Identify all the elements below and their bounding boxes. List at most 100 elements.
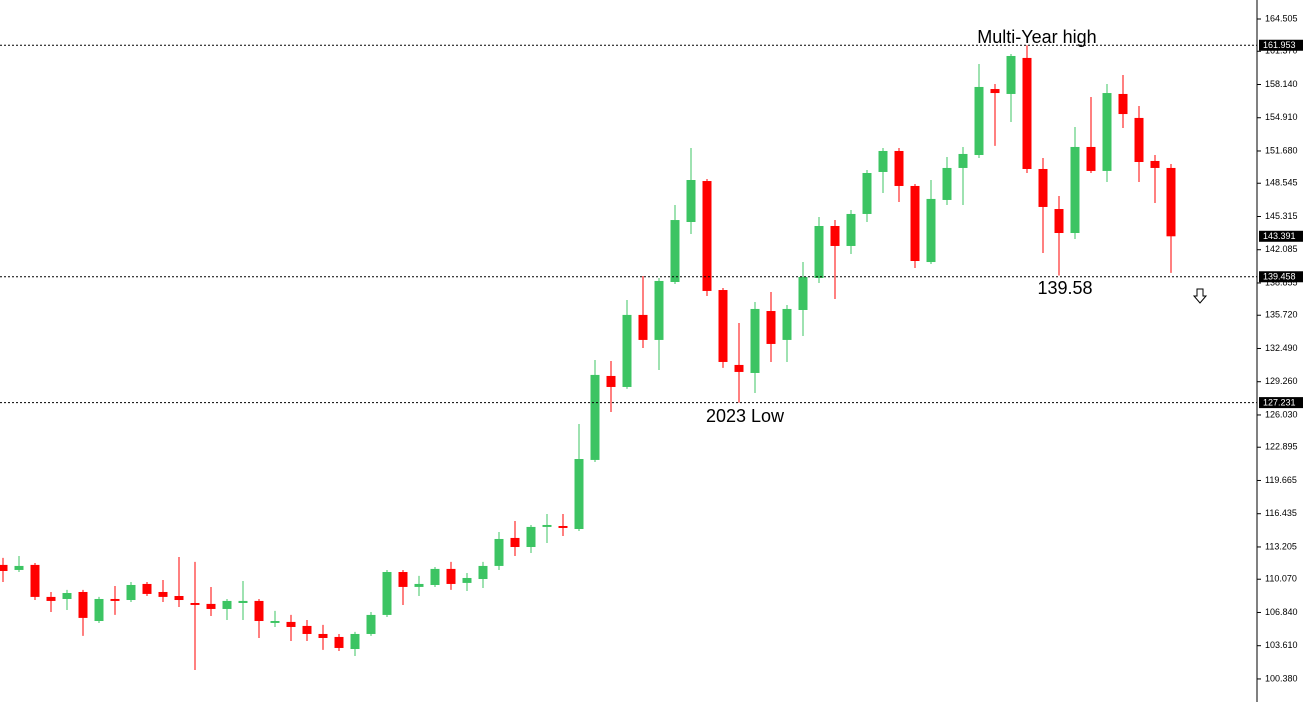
candle-body — [1150, 160, 1160, 168]
y-tick-label: 103.610 — [1265, 640, 1298, 650]
price-label: 143.391 — [1263, 231, 1296, 241]
y-tick-label: 126.030 — [1265, 409, 1298, 419]
y-tick-label: 119.665 — [1265, 475, 1297, 485]
candle-body — [382, 572, 392, 615]
candle-body — [414, 583, 424, 587]
y-tick-label: 106.840 — [1265, 607, 1298, 617]
candle-body — [814, 226, 824, 278]
candle-body — [494, 538, 504, 566]
y-tick-label: 135.720 — [1265, 310, 1298, 320]
y-tick-label: 138.855 — [1265, 277, 1298, 287]
candle-body — [702, 181, 712, 291]
candle-body — [1102, 93, 1112, 171]
candle-body — [798, 276, 808, 310]
level-box — [1259, 39, 1303, 51]
candle-body — [350, 633, 360, 649]
candle-body — [30, 564, 40, 597]
level-label: 139.458 — [1263, 272, 1296, 282]
y-tick-label: 148.545 — [1265, 178, 1298, 188]
y-tick-label: 151.680 — [1265, 145, 1298, 155]
candle-body — [926, 198, 936, 263]
candle-body — [46, 596, 56, 601]
candle-body — [830, 226, 840, 246]
candle-body — [766, 311, 776, 344]
candle-body — [1054, 209, 1064, 234]
y-tick-label: 164.505 — [1265, 13, 1298, 23]
level-label: 161.953 — [1263, 40, 1296, 50]
y-tick-label: 142.085 — [1265, 244, 1298, 254]
candle-body — [142, 583, 152, 594]
candle-body — [1038, 168, 1048, 207]
y-tick-label: 154.910 — [1265, 112, 1298, 122]
candle-body — [302, 625, 312, 634]
candle-body — [366, 614, 376, 634]
candle-body — [526, 526, 536, 548]
candle-body — [734, 364, 744, 372]
candle-body — [206, 603, 216, 609]
candle-body — [974, 86, 984, 155]
candle-body — [0, 564, 8, 571]
candle-body — [894, 150, 904, 186]
y-tick-label: 122.895 — [1265, 442, 1298, 452]
candle-body — [222, 600, 232, 609]
candle-body — [1166, 167, 1176, 237]
candle-body — [1118, 93, 1128, 115]
down-arrow — [1192, 288, 1208, 304]
y-tick-label: 145.315 — [1265, 211, 1298, 221]
candle-body — [286, 621, 296, 627]
candle-body — [542, 524, 552, 527]
candle-body — [686, 180, 696, 222]
candle-body — [862, 173, 872, 214]
candle-body — [110, 598, 120, 601]
candle-body — [622, 314, 632, 387]
y-tick-label: 113.205 — [1265, 541, 1297, 551]
candle-body — [462, 577, 472, 583]
y-tick-label: 110.070 — [1265, 574, 1297, 584]
candle-body — [318, 633, 328, 638]
candle-body — [478, 565, 488, 580]
candle-body — [1134, 117, 1144, 162]
candle-body — [990, 89, 1000, 94]
price-box — [1259, 230, 1303, 242]
candle-body — [446, 568, 456, 584]
annotation: 139.58 — [1037, 278, 1092, 298]
y-tick-label: 116.435 — [1265, 508, 1297, 518]
candle-body — [1070, 146, 1080, 234]
candle-body — [606, 375, 616, 387]
annotation: Multi-Year high — [977, 27, 1096, 47]
y-tick-label: 158.140 — [1265, 79, 1298, 89]
candle-body — [670, 220, 680, 282]
candle-body — [654, 280, 664, 340]
y-tick-label: 129.260 — [1265, 376, 1298, 386]
candle-body — [238, 600, 248, 603]
candle-body — [558, 526, 568, 528]
y-tick-label: 132.490 — [1265, 343, 1298, 353]
annotation: 2023 Low — [706, 406, 785, 426]
candle-body — [574, 459, 584, 529]
candle-body — [270, 621, 280, 623]
candle-body — [174, 595, 184, 601]
candle-body — [510, 537, 520, 548]
candle-body — [254, 600, 264, 622]
candle-body — [430, 568, 440, 585]
candle-body — [334, 636, 344, 648]
candle-body — [638, 314, 648, 340]
candle-body — [94, 598, 104, 622]
candle-body — [14, 565, 24, 570]
candle-body — [1086, 146, 1096, 171]
candle-body — [782, 308, 792, 340]
candle-body — [942, 167, 952, 200]
candle-body — [158, 591, 168, 597]
level-box — [1259, 271, 1303, 283]
candle-body — [910, 185, 920, 261]
candle-body — [190, 602, 200, 605]
candle-body — [590, 374, 600, 460]
candle-body — [1006, 55, 1016, 94]
candle-body — [750, 308, 760, 373]
candle-body — [846, 213, 856, 246]
candle-body — [62, 593, 72, 599]
candle-body — [958, 153, 968, 168]
candle-body — [126, 584, 136, 601]
